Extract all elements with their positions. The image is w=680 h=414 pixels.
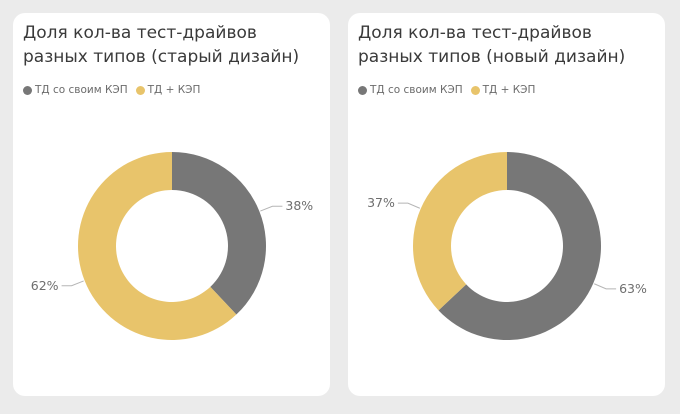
legend-label: ТД со своим КЭП	[35, 84, 128, 96]
data-label: 63%	[619, 281, 647, 296]
donut-slice[interactable]	[438, 152, 601, 341]
legend-item[interactable]: ТД + КЭП	[470, 84, 536, 96]
leader-line	[61, 280, 84, 287]
chart-legend: ТД со своим КЭП ТД + КЭП	[23, 84, 208, 96]
data-label: 38%	[285, 198, 313, 213]
chart-card-new-design: Доля кол-ва тест-драйвов разных типов (н…	[348, 13, 665, 396]
legend-swatch	[23, 85, 32, 95]
leader-line	[593, 283, 617, 290]
chart-legend: ТД со своим КЭП ТД + КЭП	[358, 84, 543, 96]
legend-swatch	[358, 85, 367, 95]
data-label: 37%	[367, 195, 395, 210]
chart-title: Доля кол-ва тест-драйвов разных типов (н…	[358, 23, 626, 67]
legend-label: ТД + КЭП	[482, 84, 536, 96]
donut-slice[interactable]	[77, 152, 237, 340]
chart-title: Доля кол-ва тест-драйвов разных типов (с…	[23, 23, 300, 67]
data-label: 62%	[31, 278, 59, 293]
leader-line	[260, 205, 283, 212]
legend-swatch	[470, 85, 480, 95]
legend-item[interactable]: ТД + КЭП	[135, 84, 201, 96]
chart-card-old-design: Доля кол-ва тест-драйвов разных типов (с…	[13, 13, 330, 396]
donut-slice[interactable]	[172, 152, 266, 315]
donut-chart: 38% 62%	[31, 152, 313, 340]
legend-label: ТД + КЭП	[147, 84, 201, 96]
legend-item[interactable]: ТД со своим КЭП	[358, 84, 463, 96]
legend-label: ТД со своим КЭП	[370, 84, 463, 96]
legend-item[interactable]: ТД со своим КЭП	[23, 84, 128, 96]
leader-line	[397, 202, 421, 209]
legend-swatch	[135, 85, 145, 95]
donut-chart: 63% 37%	[367, 152, 647, 341]
donut-slice[interactable]	[413, 152, 507, 311]
